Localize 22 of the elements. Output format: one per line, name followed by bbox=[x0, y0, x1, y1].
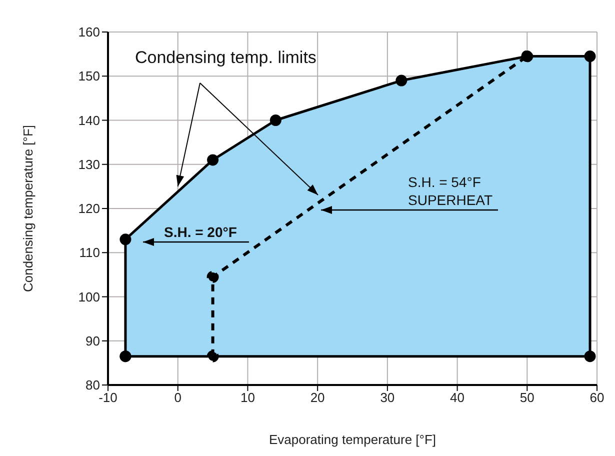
x-tick-label: 20 bbox=[310, 390, 325, 406]
y-tick-label: 150 bbox=[78, 68, 100, 84]
y-tick-label: 80 bbox=[86, 378, 100, 393]
y-tick-label: 160 bbox=[78, 24, 100, 40]
x-axis-title: Evaporating temperature [°F] bbox=[268, 432, 436, 447]
x-tick-label: 50 bbox=[520, 390, 534, 406]
y-tick-label: 120 bbox=[78, 201, 100, 216]
x-tick-label: 60 bbox=[590, 390, 604, 406]
annotation: S.H. = 20°F bbox=[164, 224, 238, 240]
x-tick-label: 0 bbox=[174, 390, 182, 406]
y-tick-label: 130 bbox=[78, 156, 100, 172]
x-tick-label: 40 bbox=[450, 390, 465, 406]
annotation: S.H. = 54°F SUPERHEAT bbox=[408, 174, 493, 208]
x-tick-label: -10 bbox=[98, 390, 118, 406]
y-tick-label: 140 bbox=[78, 112, 100, 128]
x-tick-label: 10 bbox=[240, 390, 255, 406]
y-tick-label: 90 bbox=[86, 333, 100, 348]
y-tick-label: 110 bbox=[79, 245, 100, 260]
y-tick-label: 100 bbox=[78, 289, 100, 304]
x-tick-label: 30 bbox=[380, 390, 395, 406]
y-axis-title: Condensing temperature [°F] bbox=[20, 124, 36, 292]
annotation: Condensing temp. limits bbox=[135, 48, 316, 67]
